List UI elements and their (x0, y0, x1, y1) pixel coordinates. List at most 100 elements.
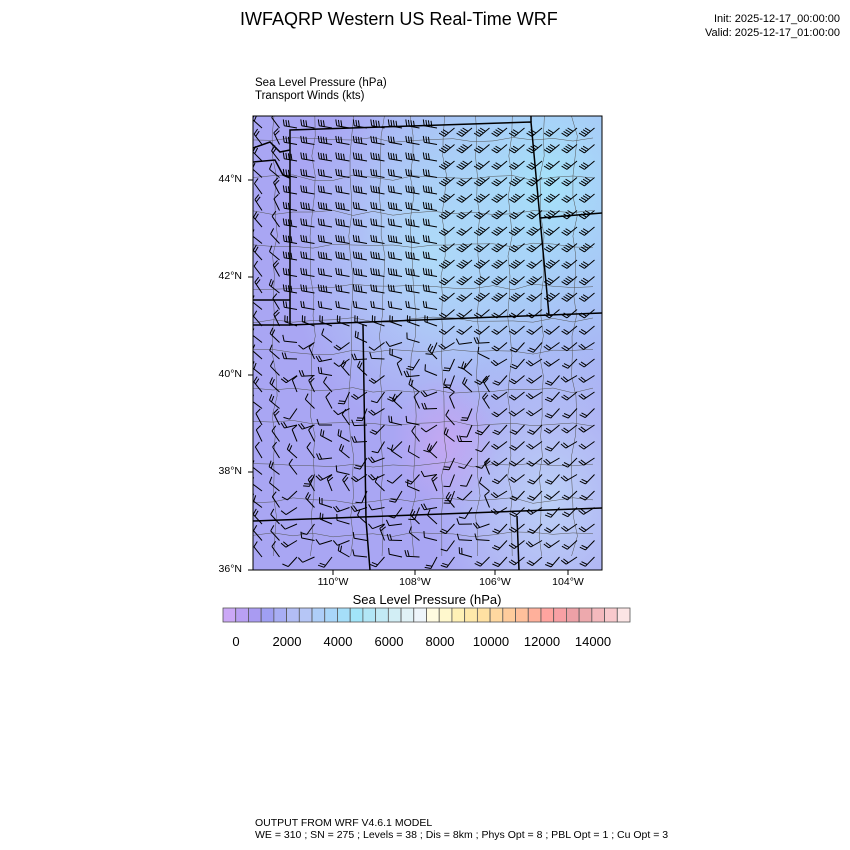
wind-barb (335, 300, 350, 310)
wind-barb (525, 540, 543, 548)
wind-barb (368, 342, 385, 351)
wind-barb (526, 375, 543, 384)
wind-barb (352, 168, 368, 178)
wind-barb (281, 352, 298, 360)
wind-barb (491, 193, 508, 203)
wind-barb (526, 309, 543, 319)
lat-label: 40°N (218, 368, 242, 380)
wind-barb (272, 260, 280, 277)
wind-barb (438, 309, 455, 319)
wind-barb (492, 556, 508, 568)
wind-barb (491, 474, 508, 485)
wind-barb (508, 540, 525, 550)
wind-barb (491, 276, 508, 286)
wind-barb (367, 473, 385, 481)
colorbar-box (451, 607, 466, 623)
wind-barb (477, 346, 490, 360)
wind-barb (578, 325, 595, 335)
wind-barb (253, 211, 263, 228)
wind-barb (253, 128, 263, 145)
wind-barb (438, 325, 455, 335)
colorbar-label: 2000 (272, 634, 302, 649)
wind-barb (562, 408, 578, 419)
wind-barb (578, 226, 595, 236)
wind-barb (317, 168, 333, 178)
wind-barb (508, 160, 525, 170)
wind-barb (526, 160, 543, 170)
wind-barb (253, 162, 263, 178)
wind-barb (280, 375, 298, 384)
wind-barb (270, 525, 280, 541)
wind-barb (561, 259, 578, 269)
wind-barb (317, 300, 333, 310)
wind-barb (578, 309, 595, 319)
wind-barb (341, 408, 350, 426)
wind-barb (561, 276, 578, 286)
wind-barb (271, 491, 280, 508)
wind-barb (440, 540, 455, 552)
wind-barb (490, 490, 508, 499)
lon-label: 110°W (317, 576, 349, 588)
wind-barb (405, 218, 420, 228)
wind-barb (438, 160, 455, 170)
wind-barb (387, 185, 403, 195)
wind-barb (472, 522, 490, 529)
wind-barb (253, 295, 263, 310)
wind-barb (282, 300, 298, 310)
wind-barb (351, 436, 368, 443)
wind-barb (543, 226, 560, 236)
wind-barb (509, 507, 525, 517)
wind-barb (335, 201, 350, 211)
wind-barb (456, 210, 473, 220)
wind-barb (385, 341, 403, 347)
wind-barb (269, 163, 280, 178)
wind-barb (282, 185, 298, 195)
colorbar-label: 10000 (472, 634, 510, 649)
wind-barb (335, 284, 350, 294)
wind-barb (478, 476, 490, 492)
wind-barb (368, 408, 385, 416)
wind-barb (422, 185, 438, 195)
wind-barb (337, 429, 350, 442)
wind-barb (456, 490, 473, 501)
wind-barb (352, 201, 368, 211)
wind-barb (253, 178, 263, 195)
wind-barb (253, 541, 263, 558)
wind-barb (280, 523, 298, 530)
wind-barb (544, 441, 560, 452)
wind-barb (326, 474, 334, 492)
wind-barb (291, 425, 298, 442)
wind-barb (280, 507, 298, 516)
county-line (440, 116, 447, 557)
wind-barb (543, 424, 560, 434)
wind-barb (560, 556, 578, 565)
wind-barb (508, 408, 525, 417)
wind-barb (336, 513, 350, 525)
wind-barb (370, 119, 385, 129)
wind-barb (370, 185, 385, 195)
wind-barb (492, 375, 508, 386)
overlay-subtitle: Transport Winds (kts) (255, 90, 365, 102)
wind-barb (460, 474, 473, 487)
wind-barb (460, 424, 473, 438)
wind-barb (492, 424, 508, 436)
wind-barb (526, 193, 543, 203)
wind-barb (456, 177, 473, 187)
wind-barb (392, 393, 403, 409)
wind-barb (369, 424, 385, 435)
colorbar-box (248, 607, 262, 623)
wind-barb (367, 456, 385, 464)
wind-barb (352, 135, 368, 145)
county-line (253, 316, 594, 324)
wind-barb (320, 429, 333, 442)
wind-barb (315, 355, 333, 363)
wind-barb (490, 358, 508, 367)
wind-barb (370, 284, 385, 294)
wind-barb (254, 194, 263, 211)
wind-barb (303, 474, 315, 487)
wind-barb (543, 309, 560, 319)
wind-barb (317, 284, 333, 294)
wind-barb (300, 185, 315, 195)
wind-barb (578, 342, 595, 350)
wind-barb (490, 507, 508, 515)
